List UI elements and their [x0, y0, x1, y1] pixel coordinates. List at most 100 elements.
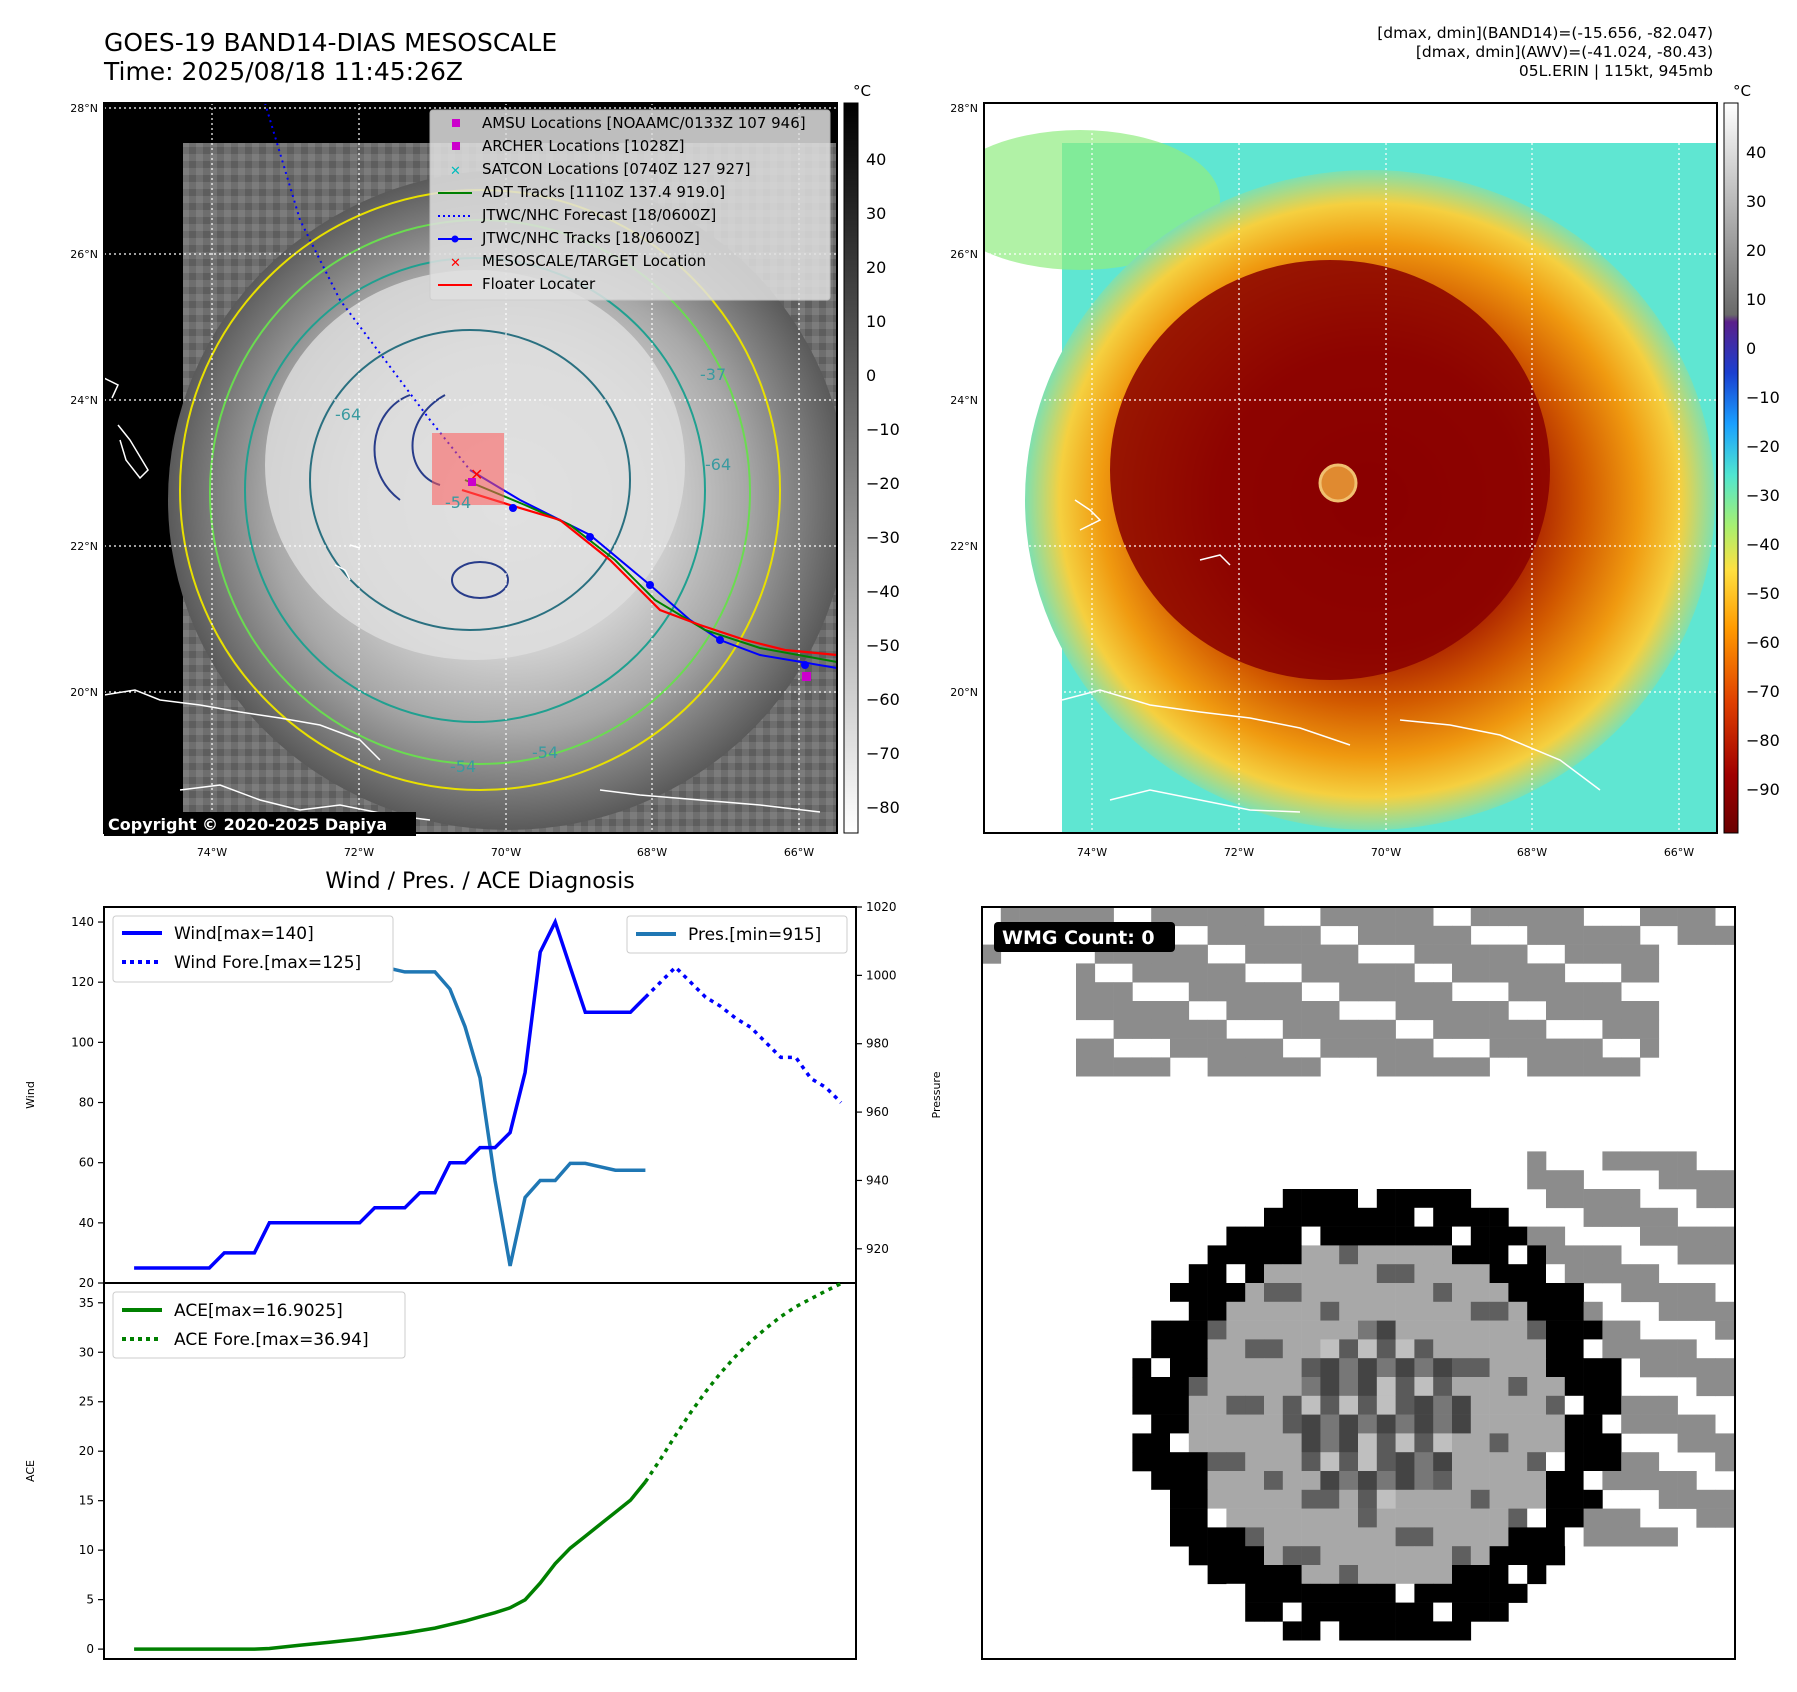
wmg-cell: [1245, 1471, 1265, 1491]
tick-label: −30: [866, 528, 900, 547]
wmg-cell: [1395, 1339, 1415, 1359]
wmg-cell: [1264, 1414, 1284, 1434]
wmg-cell: [1470, 963, 1490, 983]
mesoscale-target-box: [432, 433, 504, 505]
contour-label: -37: [700, 365, 726, 384]
wmg-cell: [1282, 1433, 1302, 1453]
wmg-cell: [1282, 1508, 1302, 1528]
wmg-cell: [1301, 963, 1321, 983]
wmg-cell: [1358, 1433, 1378, 1453]
wmg-cell: [1715, 1377, 1735, 1397]
wmg-cell: [1470, 1583, 1490, 1603]
wmg-cell: [1527, 1433, 1547, 1453]
wmg-cell: [1602, 1057, 1622, 1077]
wmg-cell: [1602, 1414, 1622, 1434]
wmg-cell: [1508, 1395, 1528, 1415]
wmg-cell: [1564, 1508, 1584, 1528]
wmg-cell: [1527, 1489, 1547, 1509]
wmg-cell: [1583, 1057, 1603, 1077]
wmg-cell: [1132, 1433, 1152, 1453]
tick-label: 100: [71, 1035, 94, 1049]
wmg-cell: [1339, 1283, 1359, 1303]
tick-label: 30: [1746, 192, 1766, 211]
colorbar-gradient: [1723, 102, 1739, 834]
wmg-cell: [1395, 925, 1415, 945]
wmg-cell: [1282, 1019, 1302, 1039]
wmg-cell: [1583, 1433, 1603, 1453]
wmg-cell: [1264, 1057, 1284, 1077]
grayscale-ir-map: ✕ -64 -54 -37 -64 -54 -54: [104, 103, 837, 833]
legend-item: AMSU Locations [NOAAMC/0133Z 107 946]: [452, 114, 806, 132]
wmg-cell: [1564, 944, 1584, 964]
wmg-cell: [1696, 1414, 1716, 1434]
tick-label: −70: [1746, 682, 1780, 701]
wmg-cell: [1226, 1565, 1246, 1585]
wmg-cell: [1188, 1527, 1208, 1547]
tick-label: −40: [1746, 535, 1780, 554]
wmg-cell: [1301, 1226, 1321, 1246]
ace-axis-label: ACE: [24, 1460, 37, 1482]
wmg-cell: [1546, 1377, 1566, 1397]
tick-label: 25: [79, 1395, 94, 1409]
contour-label: -54: [532, 743, 558, 762]
legend-label: AMSU Locations [NOAAMC/0133Z 107 946]: [482, 114, 806, 132]
wmg-cell: [1358, 1283, 1378, 1303]
lat-label: 28°N: [70, 102, 98, 115]
wmg-cell: [1677, 1283, 1697, 1303]
wmg-cell: [1226, 1264, 1246, 1284]
wmg-cell: [1376, 1189, 1396, 1209]
wmg-cell: [1301, 1245, 1321, 1265]
wmg-cell: [1151, 1339, 1171, 1359]
wmg-cell: [1433, 1245, 1453, 1265]
wmg-cell: [1207, 1264, 1227, 1284]
wmg-cell: [1715, 1320, 1735, 1340]
wmg-cell: [1470, 1414, 1490, 1434]
wmg-cell: [1188, 1264, 1208, 1284]
wmg-cell: [1433, 1602, 1453, 1622]
wmg-cell: [1489, 1038, 1509, 1058]
wmg-cell: [1564, 1170, 1584, 1190]
wmg-cell: [1207, 963, 1227, 983]
wmg-cell: [1376, 1339, 1396, 1359]
wmg-cell: [1640, 963, 1660, 983]
wmg-cell: [1696, 1226, 1716, 1246]
wmg-cell: [1376, 1283, 1396, 1303]
wmg-cell: [1508, 1301, 1528, 1321]
wmg-cell: [1564, 1489, 1584, 1509]
wmg-cell: [1207, 925, 1227, 945]
wmg-cell: [1640, 1264, 1660, 1284]
wmg-cell: [1546, 1452, 1566, 1472]
wmg-cell: [1621, 1414, 1641, 1434]
pressure-legend: Pres.[min=915]: [626, 915, 848, 954]
wmg-cell: [1320, 1508, 1340, 1528]
lat-label: 24°N: [70, 394, 98, 407]
wmg-cell: [1320, 907, 1340, 927]
wmg-cell: [1433, 1621, 1453, 1641]
wmg-cell: [1245, 1489, 1265, 1509]
wmg-cell: [1170, 1489, 1190, 1509]
wmg-cell: [1376, 1414, 1396, 1434]
wmg-cell: [1470, 1527, 1490, 1547]
wmg-cell: [1640, 1283, 1660, 1303]
wmg-cell: [1452, 944, 1472, 964]
wmg-cell: [1132, 1377, 1152, 1397]
tick-label: 20: [866, 258, 886, 277]
wmg-cell: [1546, 1189, 1566, 1209]
wmg-cell: [1414, 1565, 1434, 1585]
wmg-cell: [1188, 1471, 1208, 1491]
wmg-cell: [1395, 1301, 1415, 1321]
wmg-cell: [1452, 1433, 1472, 1453]
wmg-cell: [1358, 1320, 1378, 1340]
wmg-cell: [1207, 1377, 1227, 1397]
wmg-cell: [1583, 1038, 1603, 1058]
wmg-cell: [1245, 1433, 1265, 1453]
wmg-cell: [1433, 1489, 1453, 1509]
wmg-cell: [1358, 925, 1378, 945]
wmg-cell: [1245, 1057, 1265, 1077]
legend-box: [112, 1291, 406, 1359]
gray-colorbar: °C 40 30 20 10 0 −10 −20 −30 −40 −50 −60…: [843, 82, 900, 834]
ace-axis-ticks: 0 5 10 15 20 25 30 35: [79, 1296, 104, 1656]
wmg-cell: [1207, 1565, 1227, 1585]
wmg-cell: [1621, 1207, 1641, 1227]
legend-label: Wind Fore.[max=125]: [174, 953, 361, 973]
